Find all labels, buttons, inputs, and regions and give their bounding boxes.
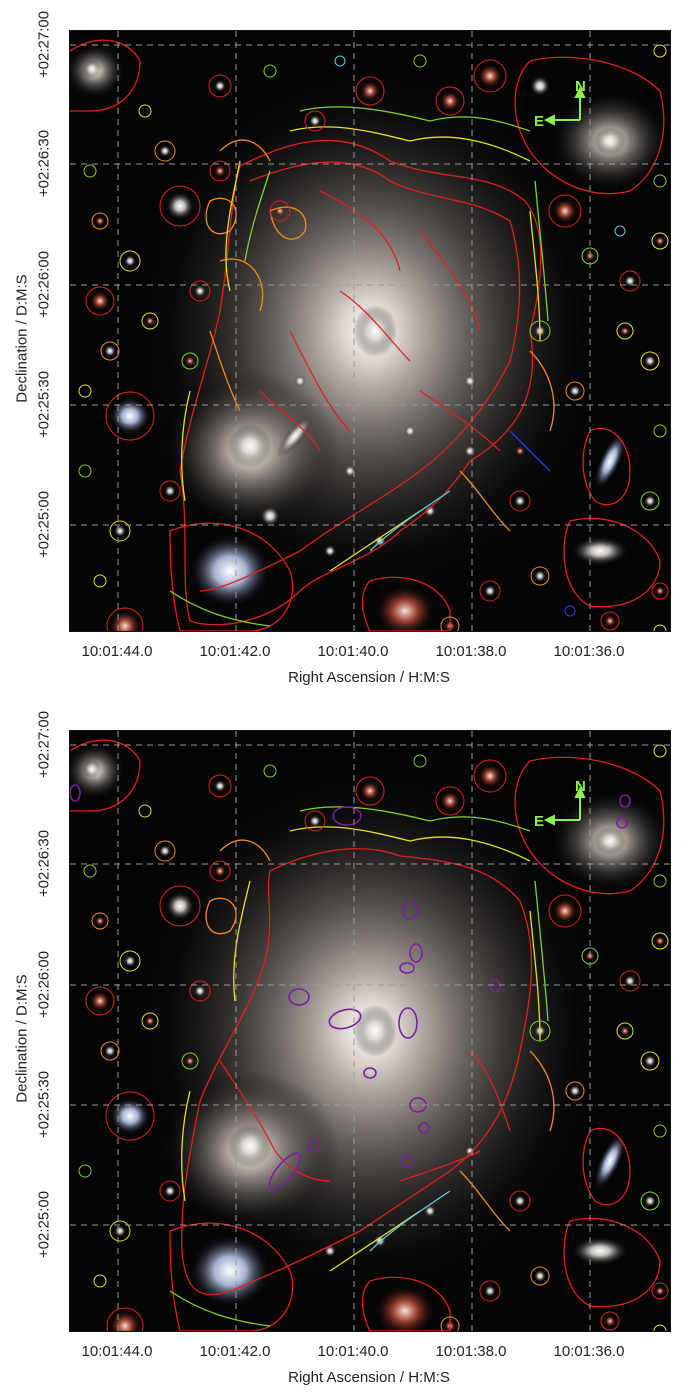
top-compass-north-label: N bbox=[575, 78, 586, 95]
bright-galaxy bbox=[228, 424, 272, 468]
top-ytick-0: +02:27:00 bbox=[35, 10, 53, 79]
bottom-ytick-0: +02:27:00 bbox=[35, 710, 53, 779]
top-small-source-contours bbox=[78, 44, 669, 631]
bottom-compass-east-label: E bbox=[534, 813, 544, 830]
top-sky-image: N E bbox=[70, 31, 670, 631]
top-ytick-2: +02:26:00 bbox=[35, 250, 53, 319]
bottom-ytick-3: +02:25:30 bbox=[35, 1070, 53, 1139]
top-image-frame: N E bbox=[69, 30, 671, 632]
bottom-xtick-2: 10:01:40.0 bbox=[317, 1343, 389, 1360]
bottom-segmentation-contours bbox=[70, 739, 665, 1331]
top-panel: N E +02:27:00 +02:26:30 +02:26:00 +02:25… bbox=[13, 10, 671, 686]
top-xtick-3: 10:01:38.0 bbox=[435, 643, 507, 660]
top-xtick-2: 10:01:40.0 bbox=[317, 643, 389, 660]
top-y-axis-label: Declination / D:M:S bbox=[13, 274, 31, 403]
top-x-axis-label: Right Ascension / H:M:S bbox=[288, 669, 450, 686]
bottom-compass-north-label: N bbox=[575, 778, 586, 795]
bottom-purple-source-contours bbox=[70, 784, 631, 1190]
top-xtick-0: 10:01:44.0 bbox=[81, 643, 153, 660]
bottom-panel: N E +02:27:00 +02:26:30 +02:26:00 +02:25… bbox=[0, 700, 700, 1400]
bottom-compass bbox=[543, 786, 586, 826]
bottom-xtick-3: 10:01:38.0 bbox=[435, 1343, 507, 1360]
top-coordinate-grid bbox=[70, 31, 670, 631]
top-compass bbox=[543, 86, 586, 126]
bottom-ytick-2: +02:26:00 bbox=[35, 950, 53, 1019]
bottom-sky-image: N E bbox=[70, 731, 670, 1331]
bottom-ytick-1: +02:26:30 bbox=[35, 829, 53, 898]
top-ytick-3: +02:25:30 bbox=[35, 370, 53, 439]
edge-on-galaxy bbox=[277, 415, 313, 457]
top-ytick-1: +02:26:30 bbox=[35, 129, 53, 198]
bottom-xtick-0: 10:01:44.0 bbox=[81, 1343, 153, 1360]
top-compass-east-label: E bbox=[534, 113, 544, 130]
bottom-small-source-contours bbox=[78, 744, 669, 1331]
bottom-y-axis-label: Declination / D:M:S bbox=[13, 974, 31, 1103]
top-ytick-4: +02:25:00 bbox=[35, 490, 53, 559]
bright-central-galaxy bbox=[353, 1005, 397, 1057]
bottom-coordinate-grid bbox=[70, 731, 670, 1331]
bottom-xtick-4: 10:01:36.0 bbox=[553, 1343, 625, 1360]
bottom-xtick-1: 10:01:42.0 bbox=[199, 1343, 271, 1360]
bottom-image-frame: N E bbox=[69, 730, 671, 1332]
top-xtick-1: 10:01:42.0 bbox=[199, 643, 271, 660]
bottom-x-axis-label: Right Ascension / H:M:S bbox=[288, 1369, 450, 1386]
bottom-ytick-4: +02:25:00 bbox=[35, 1190, 53, 1259]
top-xtick-4: 10:01:36.0 bbox=[553, 643, 625, 660]
bright-central-galaxy bbox=[353, 305, 397, 357]
